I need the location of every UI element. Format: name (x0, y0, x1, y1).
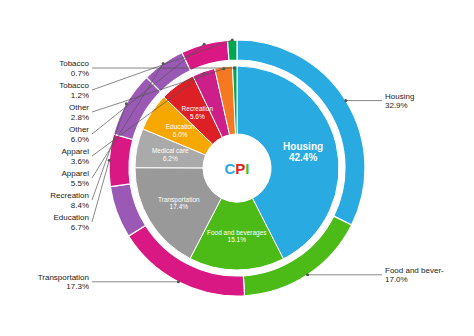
svg-text:Other6.0%: Other6.0% (69, 125, 89, 144)
svg-text:Tobacco0.7%: Tobacco0.7% (59, 59, 89, 78)
svg-text:Housing42.4%: Housing42.4% (283, 141, 323, 164)
svg-text:Apparel5.5%: Apparel5.5% (61, 169, 89, 188)
svg-text:Medical care6.2%: Medical care6.2% (152, 147, 189, 161)
svg-text:Transportation17.4%: Transportation17.4% (158, 196, 200, 210)
svg-text:Recreation5.6%: Recreation5.6% (182, 105, 214, 119)
svg-text:Food and beverages15.1%: Food and beverages15.1% (207, 229, 267, 243)
svg-text:Education6.0%: Education6.0% (166, 123, 195, 137)
svg-text:Transportation17.3%: Transportation17.3% (38, 273, 89, 292)
svg-text:CPI: CPI (224, 160, 249, 177)
svg-text:Tobacco1.2%: Tobacco1.2% (59, 81, 89, 100)
svg-text:Housing32.9%: Housing32.9% (385, 92, 414, 111)
svg-text:Other2.8%: Other2.8% (69, 103, 89, 122)
svg-text:Education6.7%: Education6.7% (53, 213, 89, 232)
svg-text:Apparel3.6%: Apparel3.6% (61, 147, 89, 166)
svg-text:Recreation8.4%: Recreation8.4% (50, 191, 89, 210)
svg-text:Food and bever-17.0%: Food and bever-17.0% (385, 266, 444, 285)
